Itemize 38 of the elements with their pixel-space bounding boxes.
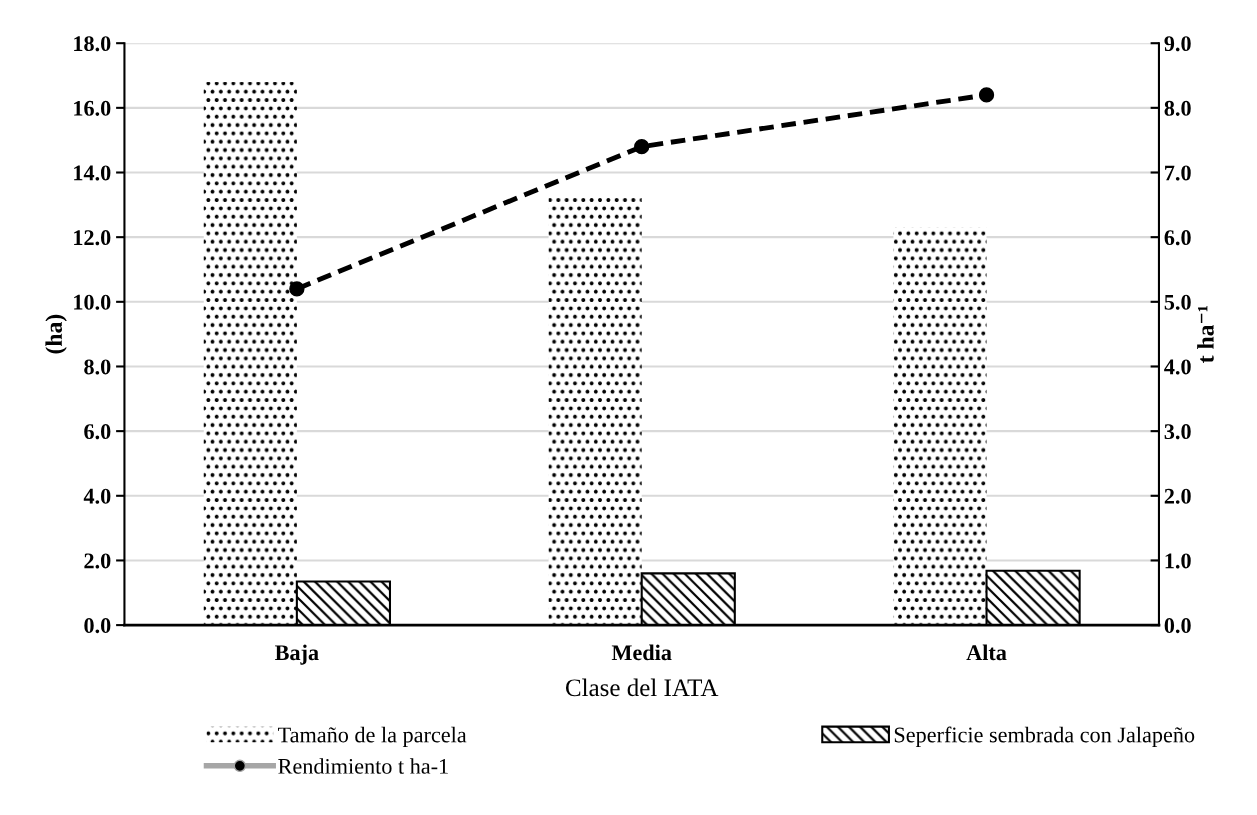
bar [640,572,736,626]
y-tick-label: 12.0 [74,230,111,246]
y2-tick-label: 8.0 [1164,100,1191,116]
y-tick-label: 2.0 [84,553,111,569]
x-axis-title: Clase del IATA [565,678,719,697]
x-tick-label: Alta [966,644,1007,661]
y2-tick-label: 6.0 [1164,230,1191,246]
legend-label: Rendimiento t ha-1 [278,758,448,774]
y-axis-title: (ha) [45,314,67,354]
legend-label: Tamaño de la parcela [278,726,467,747]
legend-label: Seperficie sembrada con Jalapeño [894,726,1195,747]
y2-tick-label: 3.0 [1164,424,1191,440]
y-tick-label: 16.0 [74,100,111,116]
y2-tick-label: 4.0 [1164,359,1191,375]
y-tick-label: 18.0 [74,36,111,52]
bar [295,580,392,626]
y2-tick-label: 2.0 [1164,488,1191,504]
bar [893,227,987,626]
point [978,87,995,103]
point [634,139,650,155]
y-tick-label: 14.0 [74,165,111,181]
bar [203,81,297,626]
y2-tick-label: 0.0 [1164,618,1191,634]
y-tick-label: 10.0 [74,294,111,310]
bar [548,195,642,626]
y-tick-label: 0.0 [84,618,111,634]
point [289,281,305,297]
y-tick-label: 4.0 [83,488,111,504]
y-tick-label: 6.0 [84,424,111,440]
bar [985,569,1081,626]
y2-tick-label: 7.0 [1165,165,1191,181]
y2-tick-label: 5.0 [1164,294,1191,310]
y2-tick-label: 1.0 [1165,553,1191,569]
y-tick-label: 8.0 [84,359,111,375]
y2-axis-title: t ha⁻¹ [1197,305,1214,363]
x-tick-label: Baja [275,644,319,665]
y2-tick-label: 9.0 [1164,36,1191,52]
x-tick-label: Media [611,644,672,661]
